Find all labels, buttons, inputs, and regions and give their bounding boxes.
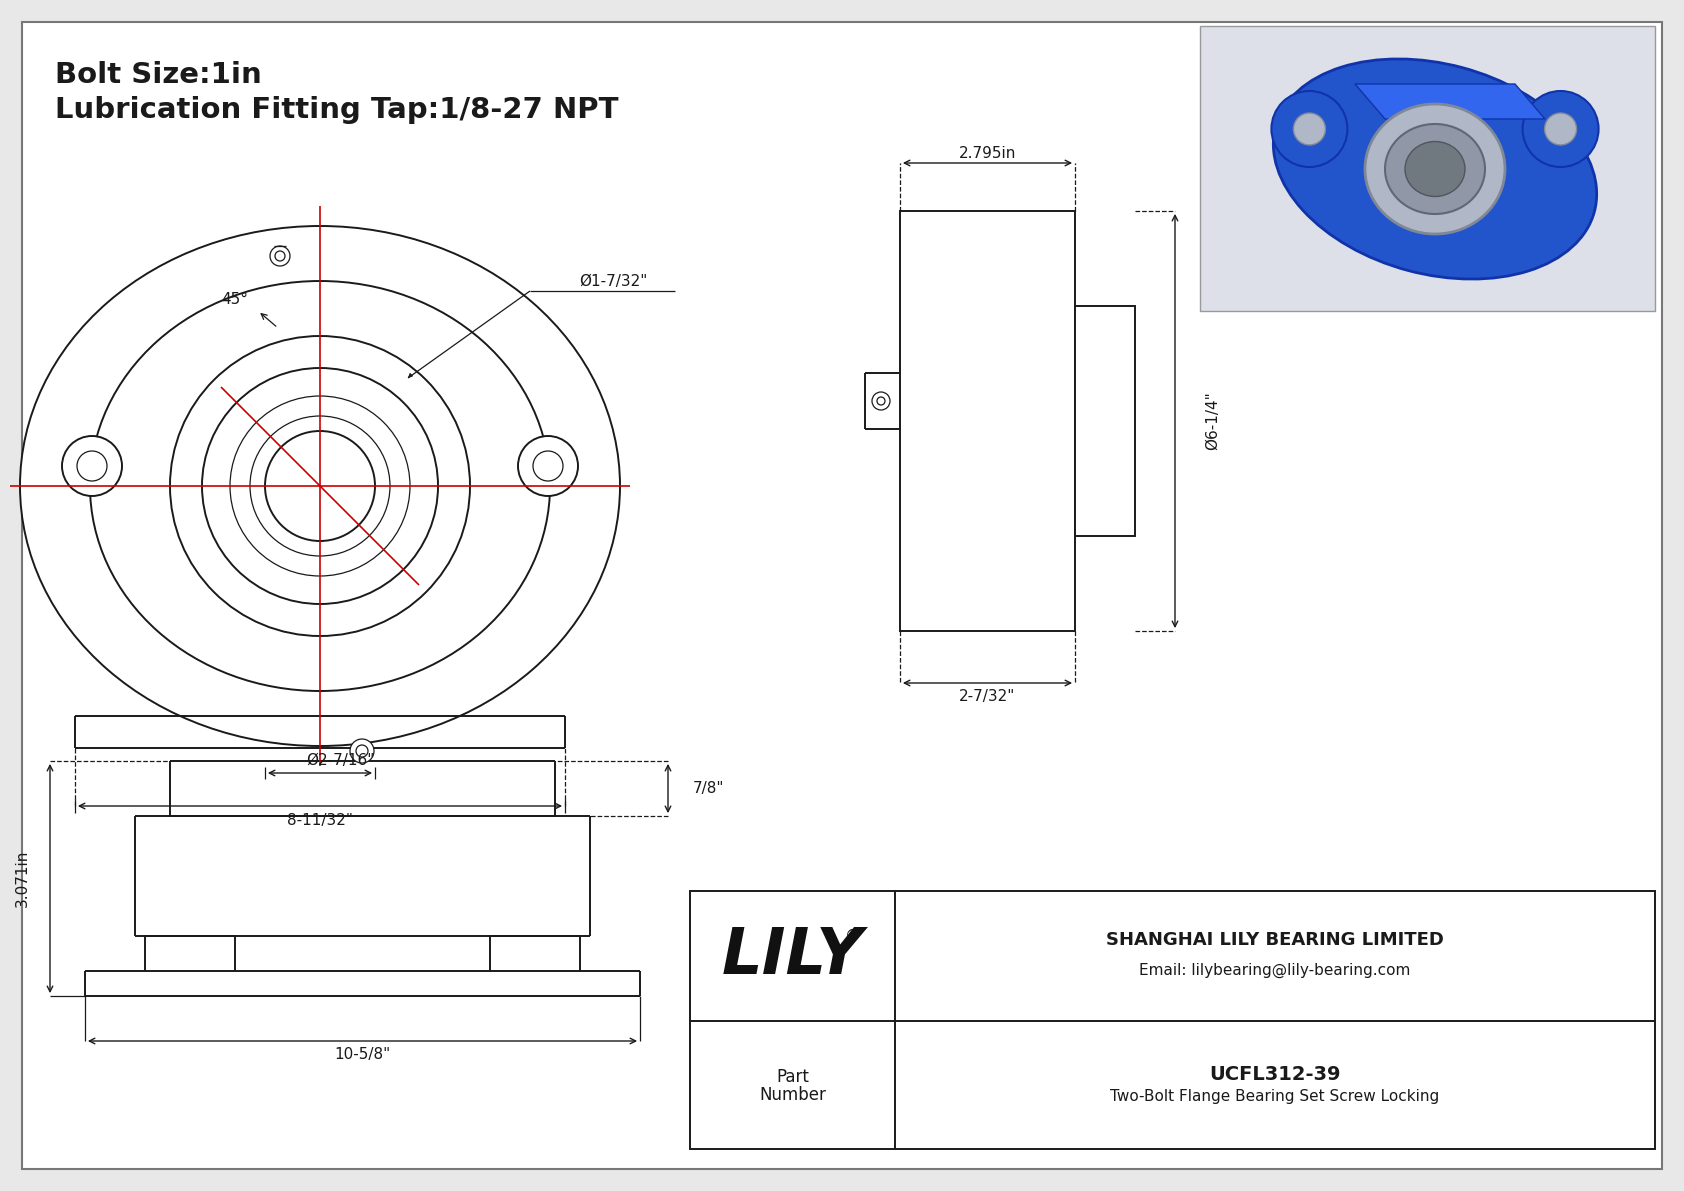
- Ellipse shape: [1273, 58, 1596, 279]
- Circle shape: [1271, 91, 1347, 167]
- Ellipse shape: [1404, 142, 1465, 197]
- Text: SHANGHAI LILY BEARING LIMITED: SHANGHAI LILY BEARING LIMITED: [1106, 931, 1443, 949]
- Circle shape: [231, 395, 409, 576]
- Text: Lubrication Fitting Tap:1/8-27 NPT: Lubrication Fitting Tap:1/8-27 NPT: [56, 96, 618, 124]
- Circle shape: [62, 436, 121, 495]
- Circle shape: [249, 416, 391, 556]
- Text: 8-11/32": 8-11/32": [286, 812, 354, 828]
- Text: Ø1-7/32": Ø1-7/32": [579, 274, 647, 289]
- Circle shape: [1293, 113, 1325, 145]
- Text: Bolt Size:1in: Bolt Size:1in: [56, 61, 261, 89]
- Circle shape: [350, 738, 374, 763]
- Ellipse shape: [1384, 124, 1445, 154]
- Circle shape: [872, 392, 891, 410]
- Polygon shape: [22, 21, 1662, 1170]
- Circle shape: [534, 451, 562, 481]
- Ellipse shape: [20, 226, 620, 746]
- Circle shape: [264, 431, 376, 541]
- Circle shape: [269, 247, 290, 266]
- Text: Part: Part: [776, 1068, 808, 1086]
- Circle shape: [1544, 113, 1576, 145]
- Circle shape: [77, 451, 108, 481]
- Polygon shape: [1074, 306, 1135, 536]
- Text: 3.071in: 3.071in: [15, 850, 30, 908]
- Text: UCFL312-39: UCFL312-39: [1209, 1066, 1340, 1085]
- Text: Two-Bolt Flange Bearing Set Screw Locking: Two-Bolt Flange Bearing Set Screw Lockin…: [1110, 1090, 1440, 1104]
- Text: LILY: LILY: [722, 925, 864, 987]
- Text: Number: Number: [759, 1086, 825, 1104]
- Text: 2.795in: 2.795in: [958, 145, 1015, 161]
- Ellipse shape: [89, 281, 551, 691]
- Circle shape: [519, 436, 578, 495]
- Text: 45°: 45°: [222, 293, 249, 307]
- Text: Email: lilybearing@lily-bearing.com: Email: lilybearing@lily-bearing.com: [1140, 962, 1411, 978]
- Circle shape: [355, 746, 369, 757]
- Text: ®: ®: [844, 929, 861, 943]
- Circle shape: [170, 336, 470, 636]
- Circle shape: [202, 368, 438, 604]
- Polygon shape: [1356, 85, 1544, 119]
- Text: 10-5/8": 10-5/8": [335, 1048, 391, 1062]
- Ellipse shape: [1384, 124, 1485, 214]
- Text: 2-7/32": 2-7/32": [960, 690, 1015, 705]
- Polygon shape: [690, 891, 1655, 1149]
- Text: Ø2-7/16": Ø2-7/16": [306, 754, 374, 768]
- Ellipse shape: [1366, 104, 1505, 233]
- Polygon shape: [899, 211, 1074, 631]
- Polygon shape: [1201, 26, 1655, 311]
- Circle shape: [274, 251, 285, 261]
- Text: Ø6-1/4": Ø6-1/4": [1206, 392, 1221, 450]
- Text: 7/8": 7/8": [692, 781, 724, 796]
- Circle shape: [1522, 91, 1598, 167]
- Circle shape: [877, 397, 886, 405]
